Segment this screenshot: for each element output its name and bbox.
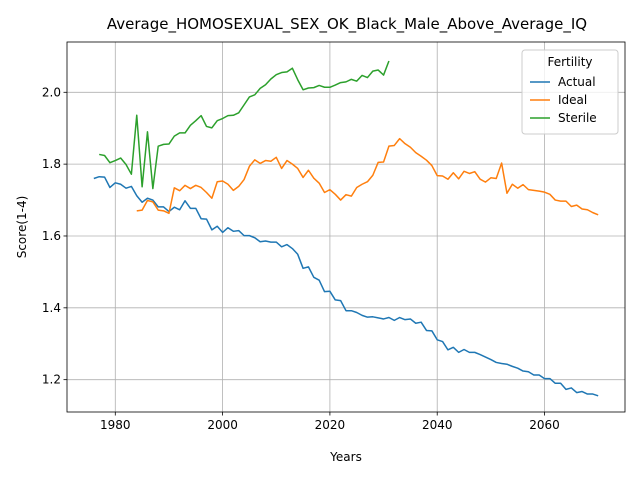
x-tick-label: 2020 bbox=[315, 418, 346, 432]
y-axis-label: Score(1-4) bbox=[15, 196, 29, 259]
y-tick-label: 1.8 bbox=[42, 157, 61, 171]
plot-frame bbox=[66, 41, 626, 413]
legend-box bbox=[521, 49, 619, 135]
x-axis-label: Years bbox=[329, 450, 362, 464]
series-line-sterile bbox=[99, 60, 390, 190]
legend-label-actual: Actual bbox=[558, 75, 596, 89]
series-line-ideal bbox=[136, 137, 599, 216]
ticks-layer: 1980 2000 2020 2040 2060 1.2 1.4 1.6 1.8 2.0 bbox=[42, 85, 560, 432]
chart-title: Average_HOMOSEXUAL_SEX_OK_Black_Male_Abo… bbox=[107, 15, 587, 34]
x-tick-label: 1980 bbox=[100, 418, 131, 432]
x-tick-label: 2000 bbox=[207, 418, 238, 432]
series-layer bbox=[93, 60, 599, 397]
legend-label-ideal: Ideal bbox=[558, 93, 587, 107]
y-tick-label: 1.6 bbox=[42, 229, 61, 243]
legend: Fertility Actual Ideal Sterile bbox=[521, 49, 619, 135]
legend-label-sterile: Sterile bbox=[558, 111, 597, 125]
x-tick-label: 2040 bbox=[422, 418, 453, 432]
y-tick-label: 1.4 bbox=[42, 301, 61, 315]
series-line-actual bbox=[93, 175, 599, 397]
x-tick-label: 2060 bbox=[529, 418, 560, 432]
y-tick-label: 1.2 bbox=[42, 373, 61, 387]
y-tick-label: 2.0 bbox=[42, 85, 61, 99]
legend-title: Fertility bbox=[547, 55, 592, 69]
